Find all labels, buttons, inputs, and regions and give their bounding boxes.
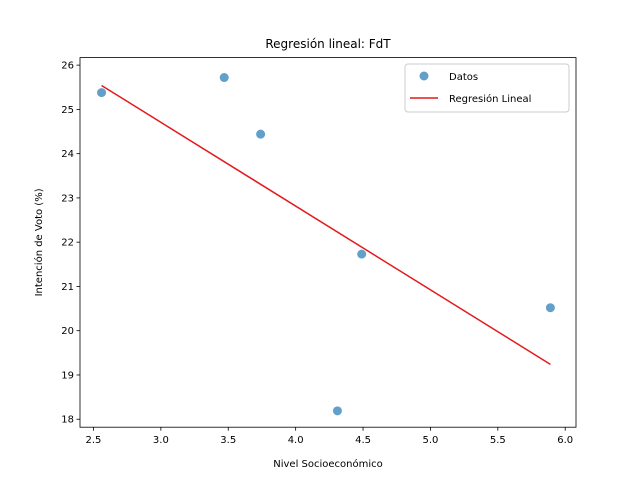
x-tick-label: 2.5 [86,435,102,446]
legend-label-datos: Datos [449,72,478,83]
x-axis: 2.5 3.0 3.5 4.0 4.5 5.0 5.5 6.0 [86,427,573,446]
x-axis-label: Nivel Socioeconómico [273,458,383,470]
x-tick-label: 4.5 [355,435,371,446]
y-tick-label: 23 [61,193,74,204]
data-point [219,73,229,83]
data-point [256,129,266,139]
y-axis-label: Intención de Voto (%) [33,188,45,296]
y-axis: 18 19 20 21 22 23 24 25 26 [61,61,80,426]
y-tick-label: 18 [61,415,74,426]
plot-area [97,73,555,416]
x-tick-label: 4.0 [288,435,304,446]
x-tick-label: 5.5 [490,435,506,446]
legend-marker-datos [419,71,429,81]
data-point [545,303,555,313]
x-tick-label: 5.0 [422,435,438,446]
y-tick-label: 26 [61,61,74,72]
y-tick-label: 21 [61,282,74,293]
chart-title: Regresión lineal: FdT [265,37,391,51]
x-tick-label: 6.0 [557,435,573,446]
legend-box [404,63,570,113]
x-tick-label: 3.0 [153,435,169,446]
y-tick-label: 24 [61,149,74,160]
data-point [357,249,367,259]
legend: Datos Regresión Lineal [404,63,570,113]
y-tick-label: 25 [61,105,74,116]
y-tick-label: 22 [61,238,74,249]
legend-label-regresion: Regresión Lineal [449,93,531,105]
data-point [97,88,107,98]
y-tick-label: 20 [61,326,74,337]
y-tick-label: 19 [61,370,74,381]
regression-line [101,84,551,365]
x-tick-label: 3.5 [220,435,236,446]
data-point [332,406,342,416]
